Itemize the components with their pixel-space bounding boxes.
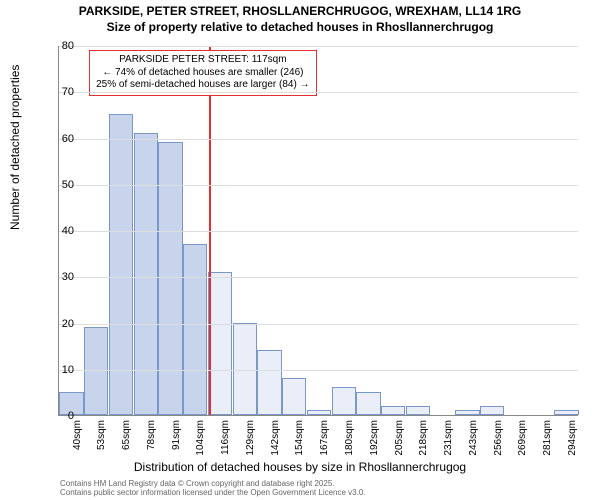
histogram-bar: [455, 410, 479, 415]
y-gridline: [59, 370, 578, 371]
x-tick-label: 154sqm: [294, 420, 305, 460]
x-tick-label: 40sqm: [72, 420, 83, 460]
chart-plot-area: PARKSIDE PETER STREET: 117sqm ← 74% of d…: [58, 46, 578, 416]
y-gridline: [59, 139, 578, 140]
x-tick-label: 192sqm: [369, 420, 380, 460]
x-tick-label: 231sqm: [443, 420, 454, 460]
chart-title-line2: Size of property relative to detached ho…: [0, 20, 600, 36]
y-tick-label: 50: [44, 179, 74, 191]
histogram-bar: [282, 378, 306, 415]
x-tick-label: 91sqm: [171, 420, 182, 460]
x-tick-label: 129sqm: [245, 420, 256, 460]
y-gridline: [59, 185, 578, 186]
histogram-bar: [233, 323, 257, 416]
chart-title-line1: PARKSIDE, PETER STREET, RHOSLLANERCHRUGO…: [0, 4, 600, 20]
x-tick-label: 142sqm: [270, 420, 281, 460]
y-tick-label: 20: [44, 318, 74, 330]
y-tick-label: 0: [44, 410, 74, 422]
y-tick-label: 60: [44, 133, 74, 145]
annotation-line2: ← 74% of detached houses are smaller (24…: [96, 67, 309, 80]
histogram-bar: [356, 392, 380, 415]
histogram-bar: [480, 406, 504, 415]
x-tick-label: 78sqm: [146, 420, 157, 460]
annotation-line3: 25% of semi-detached houses are larger (…: [96, 79, 309, 92]
chart-title-block: PARKSIDE, PETER STREET, RHOSLLANERCHRUGO…: [0, 0, 600, 35]
x-tick-label: 65sqm: [121, 420, 132, 460]
y-tick-label: 40: [44, 225, 74, 237]
footer-line1: Contains HM Land Registry data © Crown c…: [60, 479, 366, 489]
histogram-bar: [307, 410, 331, 415]
y-tick-label: 70: [44, 86, 74, 98]
histogram-bar: [406, 406, 430, 415]
x-tick-label: 256sqm: [493, 420, 504, 460]
y-gridline: [59, 92, 578, 93]
histogram-bar: [332, 387, 356, 415]
x-tick-label: 218sqm: [418, 420, 429, 460]
histogram-bar: [158, 142, 182, 415]
y-gridline: [59, 46, 578, 47]
x-tick-label: 180sqm: [344, 420, 355, 460]
histogram-bar: [257, 350, 281, 415]
chart-footer: Contains HM Land Registry data © Crown c…: [60, 479, 366, 498]
annotation-line1: PARKSIDE PETER STREET: 117sqm: [96, 54, 309, 67]
x-tick-label: 167sqm: [319, 420, 330, 460]
y-axis-label: Number of detached properties: [8, 65, 22, 230]
x-tick-label: 281sqm: [542, 420, 553, 460]
x-tick-label: 53sqm: [96, 420, 107, 460]
x-tick-label: 116sqm: [220, 420, 231, 460]
x-tick-label: 294sqm: [567, 420, 578, 460]
x-tick-label: 269sqm: [517, 420, 528, 460]
y-tick-label: 30: [44, 271, 74, 283]
histogram-bar: [554, 410, 578, 415]
y-gridline: [59, 277, 578, 278]
histogram-bar: [183, 244, 207, 415]
histogram-bar: [84, 327, 108, 415]
x-tick-label: 243sqm: [468, 420, 479, 460]
y-tick-label: 10: [44, 364, 74, 376]
x-axis-label: Distribution of detached houses by size …: [0, 460, 600, 474]
x-tick-label: 104sqm: [195, 420, 206, 460]
histogram-bar: [208, 272, 232, 415]
y-tick-label: 80: [44, 40, 74, 52]
histogram-bar: [381, 406, 405, 415]
footer-line2: Contains public sector information licen…: [60, 488, 366, 498]
y-gridline: [59, 231, 578, 232]
histogram-bar: [134, 133, 158, 415]
property-annotation-box: PARKSIDE PETER STREET: 117sqm ← 74% of d…: [89, 50, 316, 96]
y-gridline: [59, 324, 578, 325]
x-tick-label: 205sqm: [394, 420, 405, 460]
